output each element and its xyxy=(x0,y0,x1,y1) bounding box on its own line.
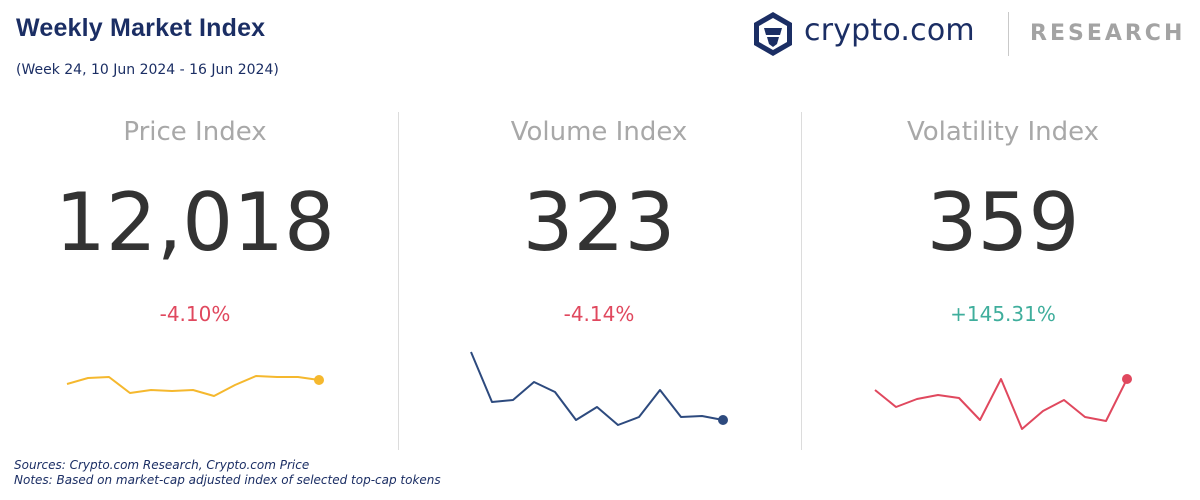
sparkline-series xyxy=(874,378,1128,430)
volatility-index-panel: Volatility Index 359 +145.31% xyxy=(803,112,1200,442)
footer-notes: Notes: Based on market-cap adjusted inde… xyxy=(14,473,441,487)
price-index-panel: Price Index 12,018 -4.10% xyxy=(0,112,395,442)
crypto-com-shield-icon xyxy=(754,12,792,56)
panel-value: 359 xyxy=(926,176,1080,269)
panel-title: Price Index xyxy=(123,117,267,147)
logo: crypto.com RESEARCH xyxy=(752,10,1192,60)
brand-name: crypto.com xyxy=(804,13,975,48)
panel-value: 323 xyxy=(522,176,676,269)
sparkline-endpoint xyxy=(314,375,324,385)
logo-divider xyxy=(1008,12,1009,56)
sparkline-endpoint xyxy=(718,415,728,425)
panel-change: +145.31% xyxy=(950,302,1056,326)
sparkline-series xyxy=(66,375,320,397)
research-label: RESEARCH xyxy=(1030,21,1186,46)
panel-title: Volume Index xyxy=(510,117,688,147)
panel-value: 12,018 xyxy=(55,176,335,269)
panel-change: -4.14% xyxy=(563,302,635,326)
panel-divider xyxy=(801,112,802,450)
panel-divider xyxy=(398,112,399,450)
volatility-sparkline xyxy=(874,374,1132,430)
volume-index-panel: Volume Index 323 -4.14% xyxy=(399,112,799,442)
sparkline-endpoint xyxy=(1122,374,1132,384)
price-sparkline xyxy=(66,375,324,397)
volume-sparkline xyxy=(470,351,728,426)
panel-change: -4.10% xyxy=(159,302,231,326)
page-title: Weekly Market Index xyxy=(16,14,266,42)
footer-sources: Sources: Crypto.com Research, Crypto.com… xyxy=(14,458,310,472)
sparkline-series xyxy=(470,351,724,426)
panel-title: Volatility Index xyxy=(906,117,1100,147)
page-subtitle: (Week 24, 10 Jun 2024 - 16 Jun 2024) xyxy=(16,62,279,78)
